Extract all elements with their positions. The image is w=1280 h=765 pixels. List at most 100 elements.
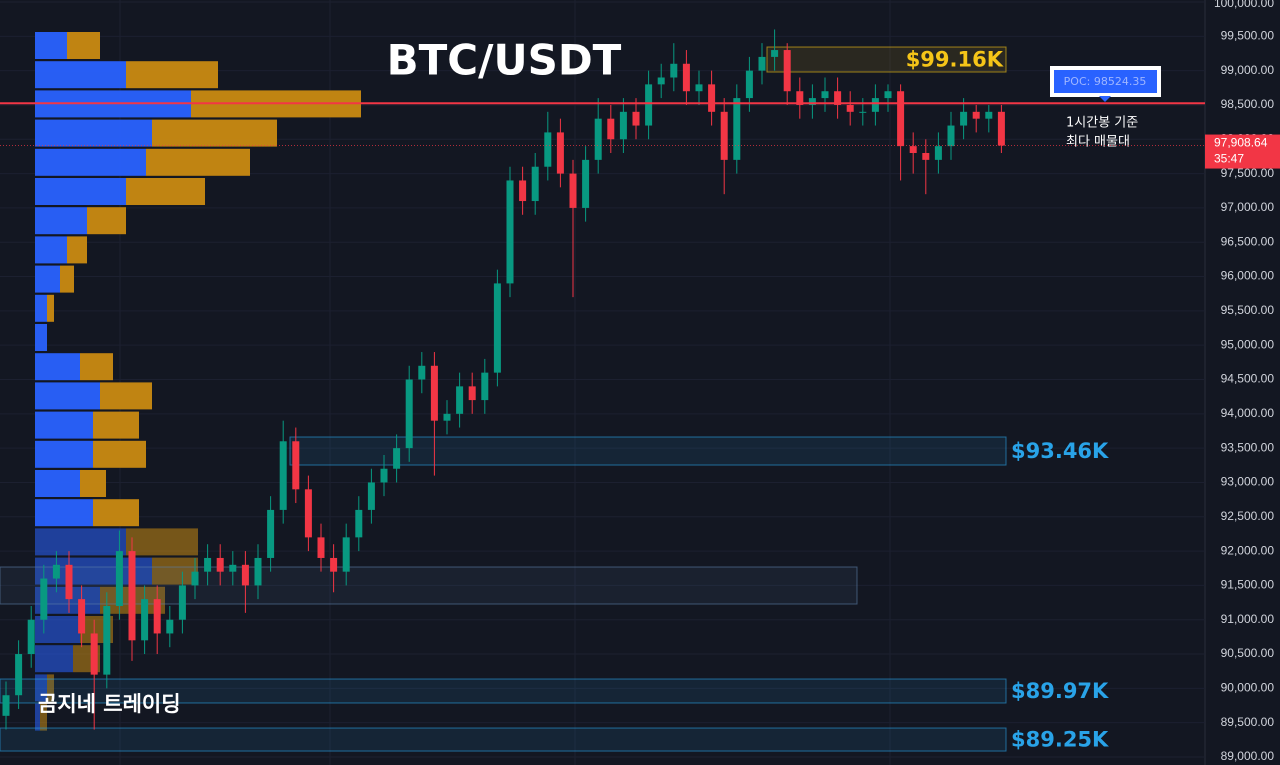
candle-body <box>922 153 930 160</box>
candle-body <box>40 578 48 620</box>
candle-body <box>619 111 627 140</box>
candle-body <box>241 564 249 586</box>
poc-pointer <box>1099 96 1111 102</box>
candle-body <box>834 91 842 105</box>
y-tick-label: 93,500.00 <box>1221 440 1275 454</box>
y-tick-label: 97,500.00 <box>1221 166 1275 180</box>
candle-body <box>229 564 237 572</box>
last-price-label: 97,908.64 <box>1214 136 1268 150</box>
y-tick-label: 98,500.00 <box>1221 97 1275 111</box>
candle-body <box>267 509 275 558</box>
poc-note: 최다 매물대 <box>1066 135 1130 150</box>
candle-body <box>745 70 753 99</box>
countdown: 35:47 <box>1214 152 1244 166</box>
candle-body <box>430 365 438 421</box>
candle-body <box>115 551 123 606</box>
candle-body <box>380 468 388 483</box>
profile-bar <box>146 148 250 176</box>
candle-body <box>569 173 577 208</box>
profile-bar <box>35 353 80 381</box>
candle-body <box>141 599 149 641</box>
profile-bar <box>47 674 54 702</box>
candle-body <box>582 159 590 208</box>
profile-bar <box>93 499 139 527</box>
profile-bar <box>35 236 67 264</box>
candle-body <box>90 633 98 675</box>
y-tick-label: 92,500.00 <box>1221 509 1275 523</box>
profile-bar <box>93 440 146 468</box>
candle-body <box>960 111 968 126</box>
candle-body <box>2 695 10 716</box>
watermark: 곰지네 트레이딩 <box>38 692 181 716</box>
profile-bar <box>152 557 198 585</box>
candle-body <box>292 441 300 490</box>
zone-label: $93.46K <box>1011 439 1109 463</box>
profile-bar <box>67 236 87 264</box>
profile-bar <box>80 353 113 381</box>
candle-body <box>153 599 161 634</box>
y-tick-label: 93,000.00 <box>1221 475 1275 489</box>
candle-body <box>884 91 892 99</box>
y-tick-label: 95,000.00 <box>1221 337 1275 351</box>
candle-body <box>506 180 514 284</box>
profile-bar <box>40 703 47 731</box>
candle-body <box>367 482 375 510</box>
profile-bar <box>35 324 47 351</box>
profile-bar <box>35 148 146 176</box>
profile-bar <box>67 32 100 59</box>
candle-body <box>682 63 690 92</box>
candle-body <box>670 63 678 78</box>
candle-body <box>216 557 224 572</box>
profile-bar <box>35 382 100 410</box>
candle-body <box>871 98 879 112</box>
candle-body <box>594 118 602 160</box>
candle-body <box>317 537 325 558</box>
candle-body <box>733 98 741 160</box>
profile-bar <box>126 528 198 556</box>
candle-body <box>178 585 186 620</box>
profile-bar <box>35 411 93 439</box>
candle-body <box>783 50 791 92</box>
profile-bar <box>80 470 106 497</box>
y-tick-label: 99,000.00 <box>1221 63 1275 77</box>
y-tick-label: 91,000.00 <box>1221 612 1275 626</box>
profile-bar <box>35 61 126 89</box>
candle-body <box>909 146 917 153</box>
candle-body <box>443 413 451 421</box>
candle-body <box>15 654 23 696</box>
candle-body <box>531 166 539 202</box>
poc-note: 1시간봉 기준 <box>1066 116 1138 131</box>
profile-bar <box>152 119 277 147</box>
candle-body <box>821 91 829 99</box>
candle-body <box>103 606 111 675</box>
profile-bar <box>126 178 205 205</box>
candle-body <box>796 91 804 105</box>
profile-bar <box>35 470 80 497</box>
candle-body <box>556 132 564 174</box>
candle-body <box>645 84 653 126</box>
zone <box>0 678 1007 704</box>
candle-body <box>972 111 980 119</box>
profile-bar <box>35 265 60 293</box>
y-tick-label: 90,500.00 <box>1221 646 1275 660</box>
profile-bar <box>93 411 139 439</box>
candle-body <box>279 441 287 510</box>
profile-bar <box>35 294 47 322</box>
candle-body <box>758 56 766 71</box>
candle-body <box>493 283 501 373</box>
profile-bar <box>35 528 126 556</box>
candle-body <box>934 146 942 160</box>
y-tick-label: 99,500.00 <box>1221 28 1275 42</box>
zone <box>766 46 1007 73</box>
candle-body <box>947 125 955 147</box>
profile-bar <box>60 265 74 293</box>
last-price-tag <box>1205 134 1280 169</box>
poc-box <box>1054 70 1157 93</box>
candle-body <box>355 509 363 538</box>
profile-bar <box>47 294 54 322</box>
candle-body <box>544 132 552 167</box>
candle-body <box>771 50 779 57</box>
candle-body <box>519 180 527 202</box>
candle-body <box>808 98 816 105</box>
